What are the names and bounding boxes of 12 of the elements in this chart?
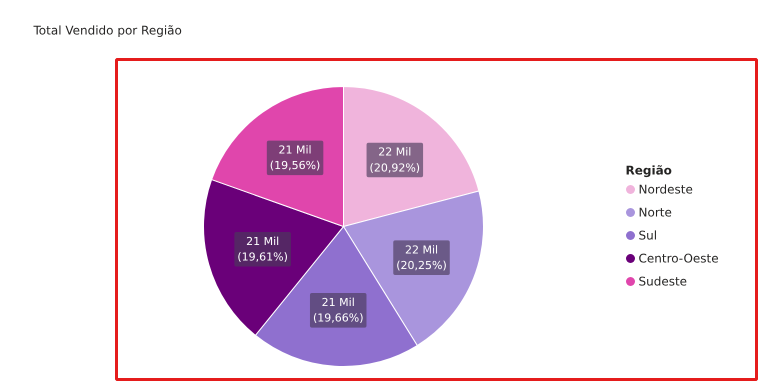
legend-label: Sudeste bbox=[638, 274, 688, 288]
data-label: 22 Mil (20,25%) bbox=[396, 243, 447, 272]
data-label: 21 Mil (19,61%) bbox=[237, 234, 288, 264]
legend-label: Sul bbox=[638, 228, 658, 242]
data-label: 22 Mil (20,92%) bbox=[370, 146, 420, 174]
text: Total Vendido por Região bbox=[32, 24, 182, 38]
legend-label: Norte bbox=[638, 206, 672, 220]
legend-label: Centro-Oeste bbox=[638, 252, 719, 266]
data-label: 21 Mil (19,56%) bbox=[270, 144, 320, 172]
data-label: 21 Mil (19,66%) bbox=[312, 296, 364, 325]
legend-title: Região bbox=[626, 164, 672, 178]
legend-label: Nordeste bbox=[638, 182, 693, 196]
